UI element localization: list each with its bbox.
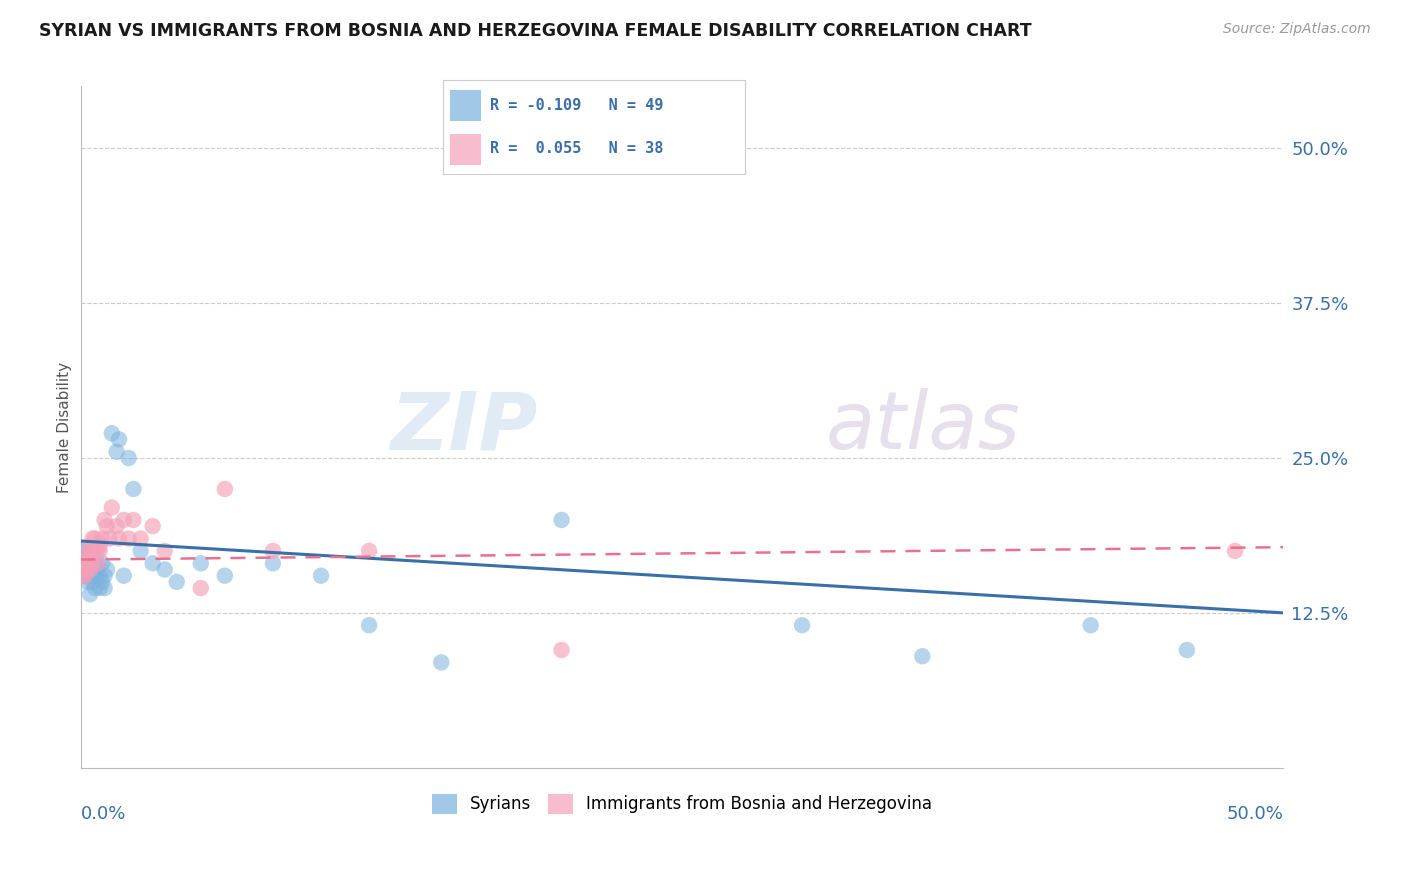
Point (79, 557, 101, 571)
Point (76, 550, 98, 565)
Point (75, 568, 97, 582)
Point (153, 544, 176, 558)
Point (82, 544, 104, 558)
Point (214, 568, 236, 582)
FancyBboxPatch shape (450, 134, 481, 164)
Point (79, 568, 101, 582)
Point (96, 519, 118, 533)
Point (76, 562, 98, 576)
FancyBboxPatch shape (450, 89, 481, 120)
Point (108, 433, 131, 447)
Point (1080, 618, 1102, 632)
Point (101, 500, 124, 515)
Text: 50.0%: 50.0% (1226, 805, 1284, 823)
Point (89, 538, 111, 552)
Point (72, 568, 94, 582)
Point (79, 544, 101, 558)
Point (91, 557, 114, 571)
Legend: Syrians, Immigrants from Bosnia and Herzegovina: Syrians, Immigrants from Bosnia and Herz… (425, 787, 939, 821)
Point (82, 532, 104, 546)
Point (93, 568, 115, 582)
Text: Source: ZipAtlas.com: Source: ZipAtlas.com (1223, 22, 1371, 37)
Point (122, 482, 145, 496)
Text: atlas: atlas (827, 388, 1021, 466)
Point (550, 643, 572, 657)
Point (117, 532, 139, 546)
Point (79, 562, 101, 576)
Point (911, 649, 934, 664)
Point (98, 532, 121, 546)
Point (79, 587, 101, 601)
Point (101, 426, 124, 441)
Text: ZIP: ZIP (389, 388, 537, 466)
Point (82, 544, 104, 558)
Point (129, 544, 152, 558)
Point (262, 544, 284, 558)
Point (76, 574, 98, 589)
Point (153, 562, 176, 576)
Point (86, 544, 108, 558)
Point (86, 568, 108, 582)
Point (75, 562, 97, 576)
Point (75, 557, 97, 571)
Point (142, 557, 165, 571)
Point (91, 574, 114, 589)
Point (93, 581, 115, 595)
Point (72, 568, 94, 582)
Point (76, 562, 98, 576)
Point (72, 544, 94, 558)
Point (76, 544, 98, 558)
Point (214, 482, 236, 496)
Point (190, 557, 212, 571)
Point (79, 562, 101, 576)
Point (89, 544, 111, 558)
Point (91, 532, 114, 546)
Point (430, 656, 453, 670)
Point (82, 574, 104, 589)
Y-axis label: Female Disability: Female Disability (58, 361, 72, 492)
Point (166, 574, 188, 589)
Text: SYRIAN VS IMMIGRANTS FROM BOSNIA AND HERZEGOVINA FEMALE DISABILITY CORRELATION C: SYRIAN VS IMMIGRANTS FROM BOSNIA AND HER… (39, 22, 1032, 40)
Point (550, 513, 572, 527)
Point (96, 562, 118, 576)
Point (82, 568, 104, 582)
Point (105, 445, 128, 459)
Text: 0.0%: 0.0% (80, 805, 127, 823)
Point (84, 581, 107, 595)
Point (359, 618, 381, 632)
Point (142, 519, 165, 533)
Point (84, 544, 107, 558)
Text: R = -0.109   N = 49: R = -0.109 N = 49 (489, 98, 664, 113)
Point (84, 568, 107, 582)
Point (112, 568, 135, 582)
Point (75, 568, 97, 582)
Point (112, 513, 135, 527)
Point (105, 519, 128, 533)
Point (129, 532, 152, 546)
Point (84, 557, 107, 571)
Point (190, 581, 212, 595)
Point (359, 544, 381, 558)
Point (82, 544, 104, 558)
Point (89, 568, 111, 582)
Point (86, 557, 108, 571)
Point (1223, 544, 1246, 558)
Point (89, 581, 111, 595)
Point (76, 550, 98, 565)
Point (117, 450, 139, 465)
Point (309, 568, 332, 582)
Point (75, 544, 97, 558)
Point (82, 557, 104, 571)
Point (262, 557, 284, 571)
Text: R =  0.055   N = 38: R = 0.055 N = 38 (489, 141, 664, 156)
Point (93, 513, 115, 527)
Point (86, 557, 108, 571)
Point (76, 568, 98, 582)
Point (84, 532, 107, 546)
Point (790, 618, 813, 632)
Point (108, 532, 131, 546)
Point (1175, 643, 1198, 657)
Point (122, 513, 145, 527)
Point (72, 562, 94, 576)
